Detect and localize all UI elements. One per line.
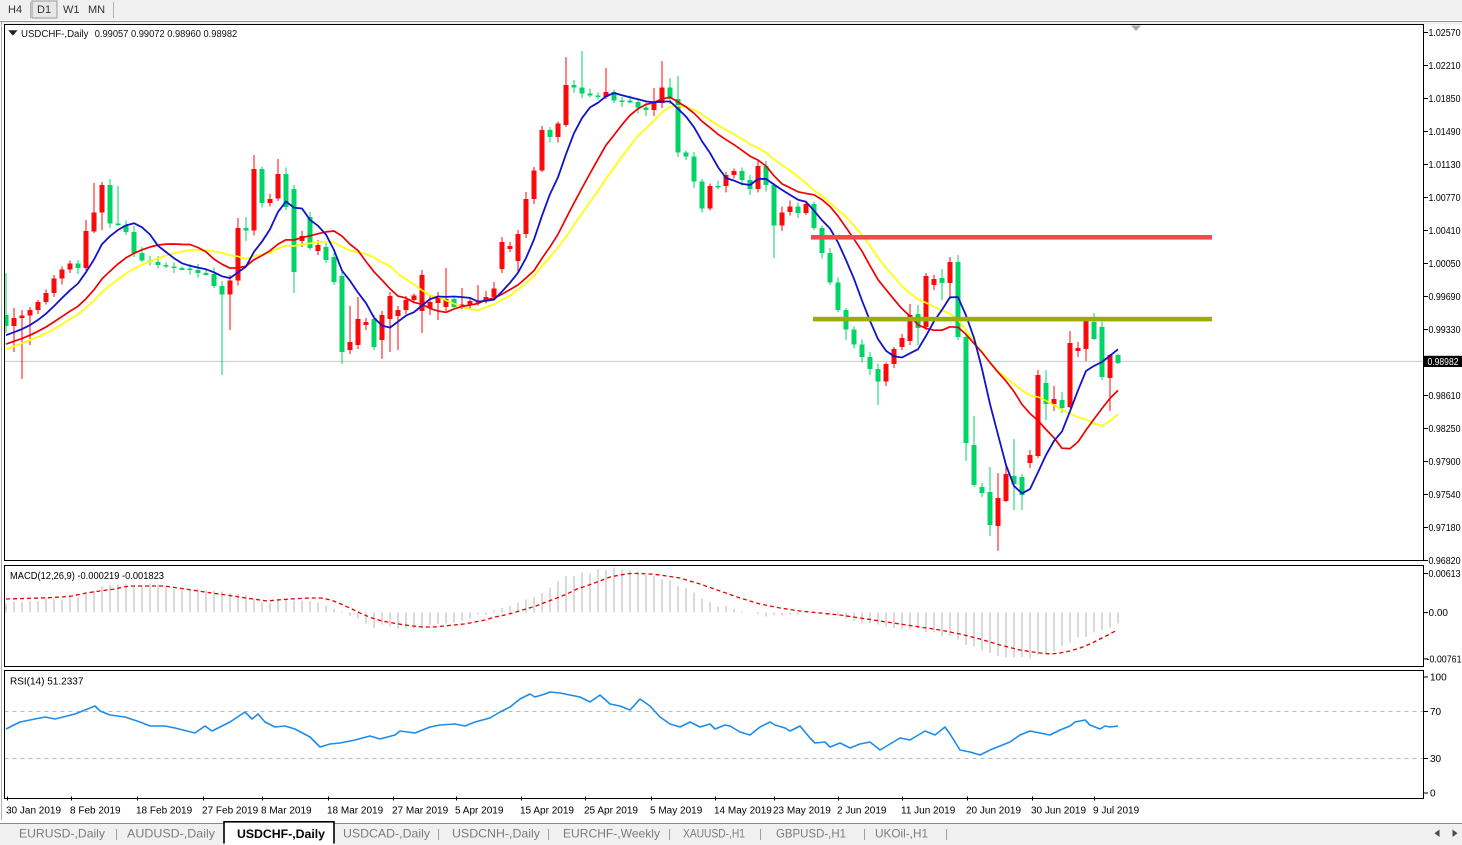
- svg-text:1.00050: 1.00050: [1429, 259, 1461, 270]
- svg-text:1.02210: 1.02210: [1429, 61, 1461, 72]
- svg-text:5 Apr 2019: 5 Apr 2019: [455, 806, 504, 817]
- svg-text:0.00613: 0.00613: [1429, 569, 1461, 580]
- svg-text:30 Jan 2019: 30 Jan 2019: [6, 806, 61, 817]
- svg-text:18 Mar 2019: 18 Mar 2019: [327, 806, 384, 817]
- svg-text:0.97180: 0.97180: [1429, 523, 1461, 534]
- svg-text:|: |: [863, 827, 866, 841]
- svg-text:USDCNH-,Daily: USDCNH-,Daily: [452, 827, 540, 841]
- svg-text:RSI(14) 51.2337: RSI(14) 51.2337: [10, 677, 84, 688]
- svg-text:9 Jul 2019: 9 Jul 2019: [1093, 806, 1140, 817]
- svg-text:14 May 2019: 14 May 2019: [714, 806, 772, 817]
- svg-text:USDCAD-,Daily: USDCAD-,Daily: [343, 827, 430, 841]
- svg-text:H4: H4: [8, 4, 22, 16]
- svg-text:100: 100: [1430, 673, 1447, 684]
- svg-text:UKOil-,H1: UKOil-,H1: [875, 827, 928, 841]
- svg-text:70: 70: [1430, 707, 1442, 718]
- svg-text:0.96820: 0.96820: [1429, 556, 1461, 567]
- svg-text:|: |: [945, 827, 948, 841]
- svg-text:18 Feb 2019: 18 Feb 2019: [136, 806, 193, 817]
- svg-text:EURCHF-,Weekly: EURCHF-,Weekly: [563, 827, 660, 841]
- svg-text:11 Jun 2019: 11 Jun 2019: [901, 806, 956, 817]
- svg-text:2 Jun 2019: 2 Jun 2019: [837, 806, 887, 817]
- svg-text:EURUSD-,Daily: EURUSD-,Daily: [19, 827, 105, 841]
- svg-text:W1: W1: [63, 4, 80, 16]
- svg-text:-0.00761: -0.00761: [1427, 654, 1462, 665]
- svg-text:1.01490: 1.01490: [1429, 127, 1461, 138]
- svg-text:23 May 2019: 23 May 2019: [773, 806, 831, 817]
- svg-text:15 Apr 2019: 15 Apr 2019: [520, 806, 574, 817]
- svg-text:0.99330: 0.99330: [1429, 325, 1461, 336]
- svg-text:|: |: [759, 827, 762, 841]
- svg-text:0: 0: [1430, 789, 1436, 800]
- svg-text:USDCHF-,Daily: USDCHF-,Daily: [237, 827, 325, 841]
- svg-text:30: 30: [1430, 754, 1442, 765]
- svg-text:5 May 2019: 5 May 2019: [650, 806, 703, 817]
- svg-text:0.99690: 0.99690: [1429, 292, 1461, 303]
- svg-text:0.97540: 0.97540: [1429, 490, 1461, 501]
- svg-text:27 Mar 2019: 27 Mar 2019: [392, 806, 449, 817]
- svg-text:MACD(12,26,9) -0.000219 -0.001: MACD(12,26,9) -0.000219 -0.001823: [10, 571, 164, 582]
- svg-text:0.00: 0.00: [1429, 608, 1449, 619]
- svg-text:|: |: [547, 827, 550, 841]
- svg-text:30 Jun 2019: 30 Jun 2019: [1031, 806, 1086, 817]
- svg-text:GBPUSD-,H1: GBPUSD-,H1: [776, 827, 846, 841]
- svg-text:D1: D1: [37, 4, 51, 16]
- svg-text:|: |: [437, 827, 440, 841]
- svg-text:25 Apr 2019: 25 Apr 2019: [584, 806, 638, 817]
- svg-text:MN: MN: [88, 4, 105, 16]
- svg-text:1.00410: 1.00410: [1429, 226, 1461, 237]
- svg-text:0.98982: 0.98982: [1428, 357, 1459, 368]
- svg-text:1.01850: 1.01850: [1429, 94, 1461, 105]
- svg-text:0.98250: 0.98250: [1429, 424, 1461, 435]
- svg-text:27 Feb 2019: 27 Feb 2019: [202, 806, 259, 817]
- svg-text:AUDUSD-,Daily: AUDUSD-,Daily: [127, 827, 215, 841]
- svg-text:XAUUSD-,H1: XAUUSD-,H1: [683, 827, 745, 841]
- svg-text:0.98610: 0.98610: [1429, 391, 1461, 402]
- svg-text:8 Mar 2019: 8 Mar 2019: [261, 806, 312, 817]
- svg-text:USDCHF-,Daily: USDCHF-,Daily: [21, 29, 89, 40]
- svg-text:|: |: [668, 827, 671, 841]
- svg-text:1.01130: 1.01130: [1429, 160, 1461, 171]
- svg-text:1.02570: 1.02570: [1429, 28, 1461, 39]
- svg-text:0.97900: 0.97900: [1429, 457, 1461, 468]
- svg-text:20 Jun 2019: 20 Jun 2019: [966, 806, 1021, 817]
- svg-text:|: |: [115, 827, 118, 841]
- svg-text:1.00770: 1.00770: [1429, 193, 1461, 204]
- svg-text:0.99057 0.99072 0.98960 0.9898: 0.99057 0.99072 0.98960 0.98982: [95, 29, 238, 40]
- svg-text:8 Feb 2019: 8 Feb 2019: [70, 806, 121, 817]
